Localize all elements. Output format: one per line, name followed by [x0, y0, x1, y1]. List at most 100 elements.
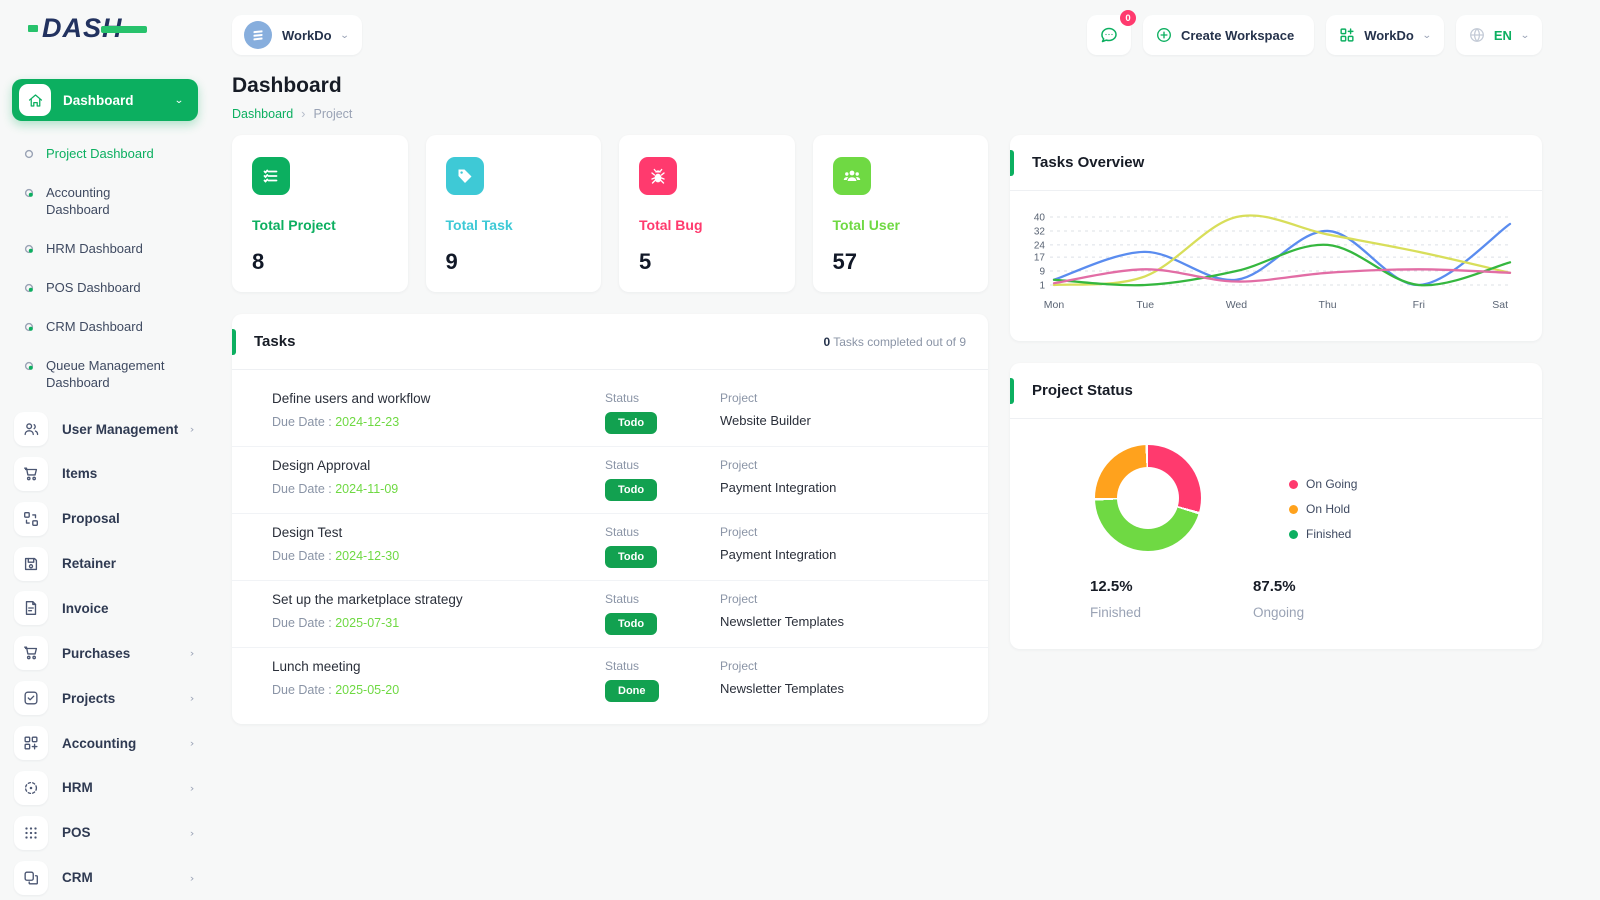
language-code: EN [1493, 27, 1512, 43]
sidebar-item-project-dashboard[interactable]: Project Dashboard [0, 135, 210, 174]
chevron-down-icon: ⌄ [339, 29, 350, 41]
sidebar-item-label: Dashboard [63, 92, 134, 108]
legend-item: On Hold [1289, 502, 1357, 516]
task-row[interactable]: Design Test Due Date : 2024-12-30 Status… [232, 514, 988, 581]
svg-text:32: 32 [1034, 226, 1046, 237]
stat-value: 9 [445, 249, 458, 274]
task-row[interactable]: Lunch meeting Due Date : 2025-05-20 Stat… [232, 648, 988, 714]
chevron-right-icon: › [190, 737, 194, 749]
sidebar-item-crm[interactable]: CRM › [0, 855, 210, 900]
finished-stat: 12.5% Finished [1090, 578, 1142, 620]
topbar: WorkDo ⌄ 0 Create Workspace WorkDo ⌄ EN … [232, 0, 1542, 58]
due-date: 2024-12-30 [335, 549, 400, 563]
svg-text:Wed: Wed [1226, 299, 1248, 311]
tasks-overview-card: Tasks Overview 40 32 24 17 9 1 Mon Tue Wed Thu Fri… [1010, 135, 1542, 341]
home-icon [19, 84, 51, 117]
svg-text:1: 1 [1039, 281, 1045, 292]
sidebar-item-pos-dashboard[interactable]: POS Dashboard [0, 269, 210, 308]
main-area: WorkDo ⌄ 0 Create Workspace WorkDo ⌄ EN … [210, 0, 1600, 900]
status-badge: Todo [605, 412, 658, 434]
workspace-name: WorkDo [282, 27, 332, 43]
sidebar-item-dashboard[interactable]: Dashboard ⌄ [12, 78, 198, 122]
dots-grid-icon [14, 815, 48, 850]
plus-circle-icon [1157, 28, 1171, 42]
sidebar-item-accounting[interactable]: Accounting › [0, 721, 210, 766]
due-date: 2024-12-23 [335, 415, 400, 429]
content-left: Total Project 8 Total Task 9 Total Bug 5 [232, 135, 988, 724]
project-name: Website Builder [720, 413, 811, 428]
task-row[interactable]: Define users and workflow Due Date : 202… [232, 380, 988, 447]
task-row[interactable]: Design Approval Due Date : 2024-11-09 St… [232, 447, 988, 514]
bullet-icon [24, 189, 34, 198]
sidebar-item-user-management[interactable]: User Management › [0, 407, 210, 452]
layers-icon [14, 860, 48, 895]
cart-icon [14, 456, 48, 491]
sidebar-item-projects[interactable]: Projects › [0, 676, 210, 721]
messages-badge: 0 [1119, 10, 1136, 26]
legend-item: On Going [1289, 477, 1357, 491]
building-avatar-icon [244, 21, 272, 49]
sidebar-item-items[interactable]: Items [0, 451, 210, 496]
checklist-icon [252, 157, 290, 195]
project-name: Payment Integration [720, 547, 837, 562]
donut-stats: 12.5% Finished 87.5% Ongoing [1010, 578, 1542, 620]
cart-icon [14, 636, 48, 671]
sidebar-item-invoice[interactable]: Invoice [0, 586, 210, 631]
tag-icon [445, 157, 484, 195]
project-name: Newsletter Templates [720, 614, 845, 629]
globe-icon [1469, 28, 1484, 42]
task-row[interactable]: Set up the marketplace strategy Due Date… [232, 581, 988, 648]
svg-text:24: 24 [1034, 240, 1046, 251]
bullet-icon [24, 245, 34, 254]
stat-value: 8 [252, 249, 265, 274]
tasks-overview-title: Tasks Overview [1032, 154, 1145, 171]
sidebar-item-accounting-dashboard[interactable]: Accounting Dashboard [0, 174, 210, 230]
status-badge: Todo [605, 546, 658, 568]
tasks-card-title: Tasks [254, 333, 296, 350]
transform-icon [14, 501, 48, 536]
ongoing-stat: 87.5% Ongoing [1253, 578, 1305, 620]
language-selector[interactable]: EN ⌄ [1455, 15, 1542, 55]
breadcrumb-link[interactable]: Dashboard [232, 106, 294, 121]
sidebar-item-hrm[interactable]: HRM › [0, 765, 210, 810]
donut-chart [1095, 445, 1201, 551]
sidebar-item-queue-management-dashboard[interactable]: Queue Management Dashboard [0, 347, 210, 403]
brand-logo-text: DASH [28, 12, 146, 43]
chevron-right-icon: › [190, 423, 194, 435]
messages-button[interactable]: 0 [1086, 10, 1136, 55]
due-date: 2025-07-31 [335, 616, 400, 630]
sidebar-item-hrm-dashboard[interactable]: HRM Dashboard [0, 230, 210, 269]
target-dots-icon [14, 770, 48, 805]
grid-plus-icon [1340, 28, 1354, 42]
project-status-chart: On Going On Hold Finished [1010, 419, 1542, 552]
brand-logo[interactable]: DASH [0, 0, 210, 57]
project-status-title: Project Status [1032, 382, 1133, 399]
donut-legend: On Going On Hold Finished [1289, 477, 1357, 552]
sidebar-item-pos[interactable]: POS › [0, 810, 210, 855]
sidebar-item-purchases[interactable]: Purchases › [0, 631, 210, 676]
chevron-right-icon: › [190, 827, 194, 839]
sidebar-item-retainer[interactable]: Retainer [0, 541, 210, 586]
legend-dot [1289, 479, 1298, 489]
workspace-selector[interactable]: WorkDo ⌄ [232, 15, 362, 55]
due-date: 2024-11-09 [335, 482, 399, 496]
stat-cards: Total Project 8 Total Task 9 Total Bug 5 [232, 135, 988, 292]
app-menu-button[interactable]: WorkDo ⌄ [1326, 15, 1444, 55]
tasks-card-header: Tasks 0 Tasks completed out of 9 [232, 314, 988, 370]
stat-card-total-task: Total Task 9 [425, 135, 601, 292]
svg-text:9: 9 [1039, 267, 1045, 278]
sidebar-item-proposal[interactable]: Proposal [0, 496, 210, 541]
chevron-right-icon: › [190, 782, 194, 794]
chat-icon [1101, 27, 1117, 43]
bullet-icon [24, 361, 34, 370]
chevron-down-icon: ⌄ [1421, 29, 1432, 41]
file-icon [14, 591, 48, 626]
status-badge: Todo [605, 613, 658, 635]
legend-dot [1289, 504, 1298, 514]
create-workspace-button[interactable]: Create Workspace [1142, 15, 1315, 55]
chevron-down-icon: ⌄ [173, 94, 184, 106]
stat-value: 57 [832, 249, 857, 274]
chevron-down-icon: ⌄ [1519, 29, 1530, 41]
sidebar-item-crm-dashboard[interactable]: CRM Dashboard [0, 308, 210, 347]
legend-item: Finished [1289, 527, 1357, 541]
